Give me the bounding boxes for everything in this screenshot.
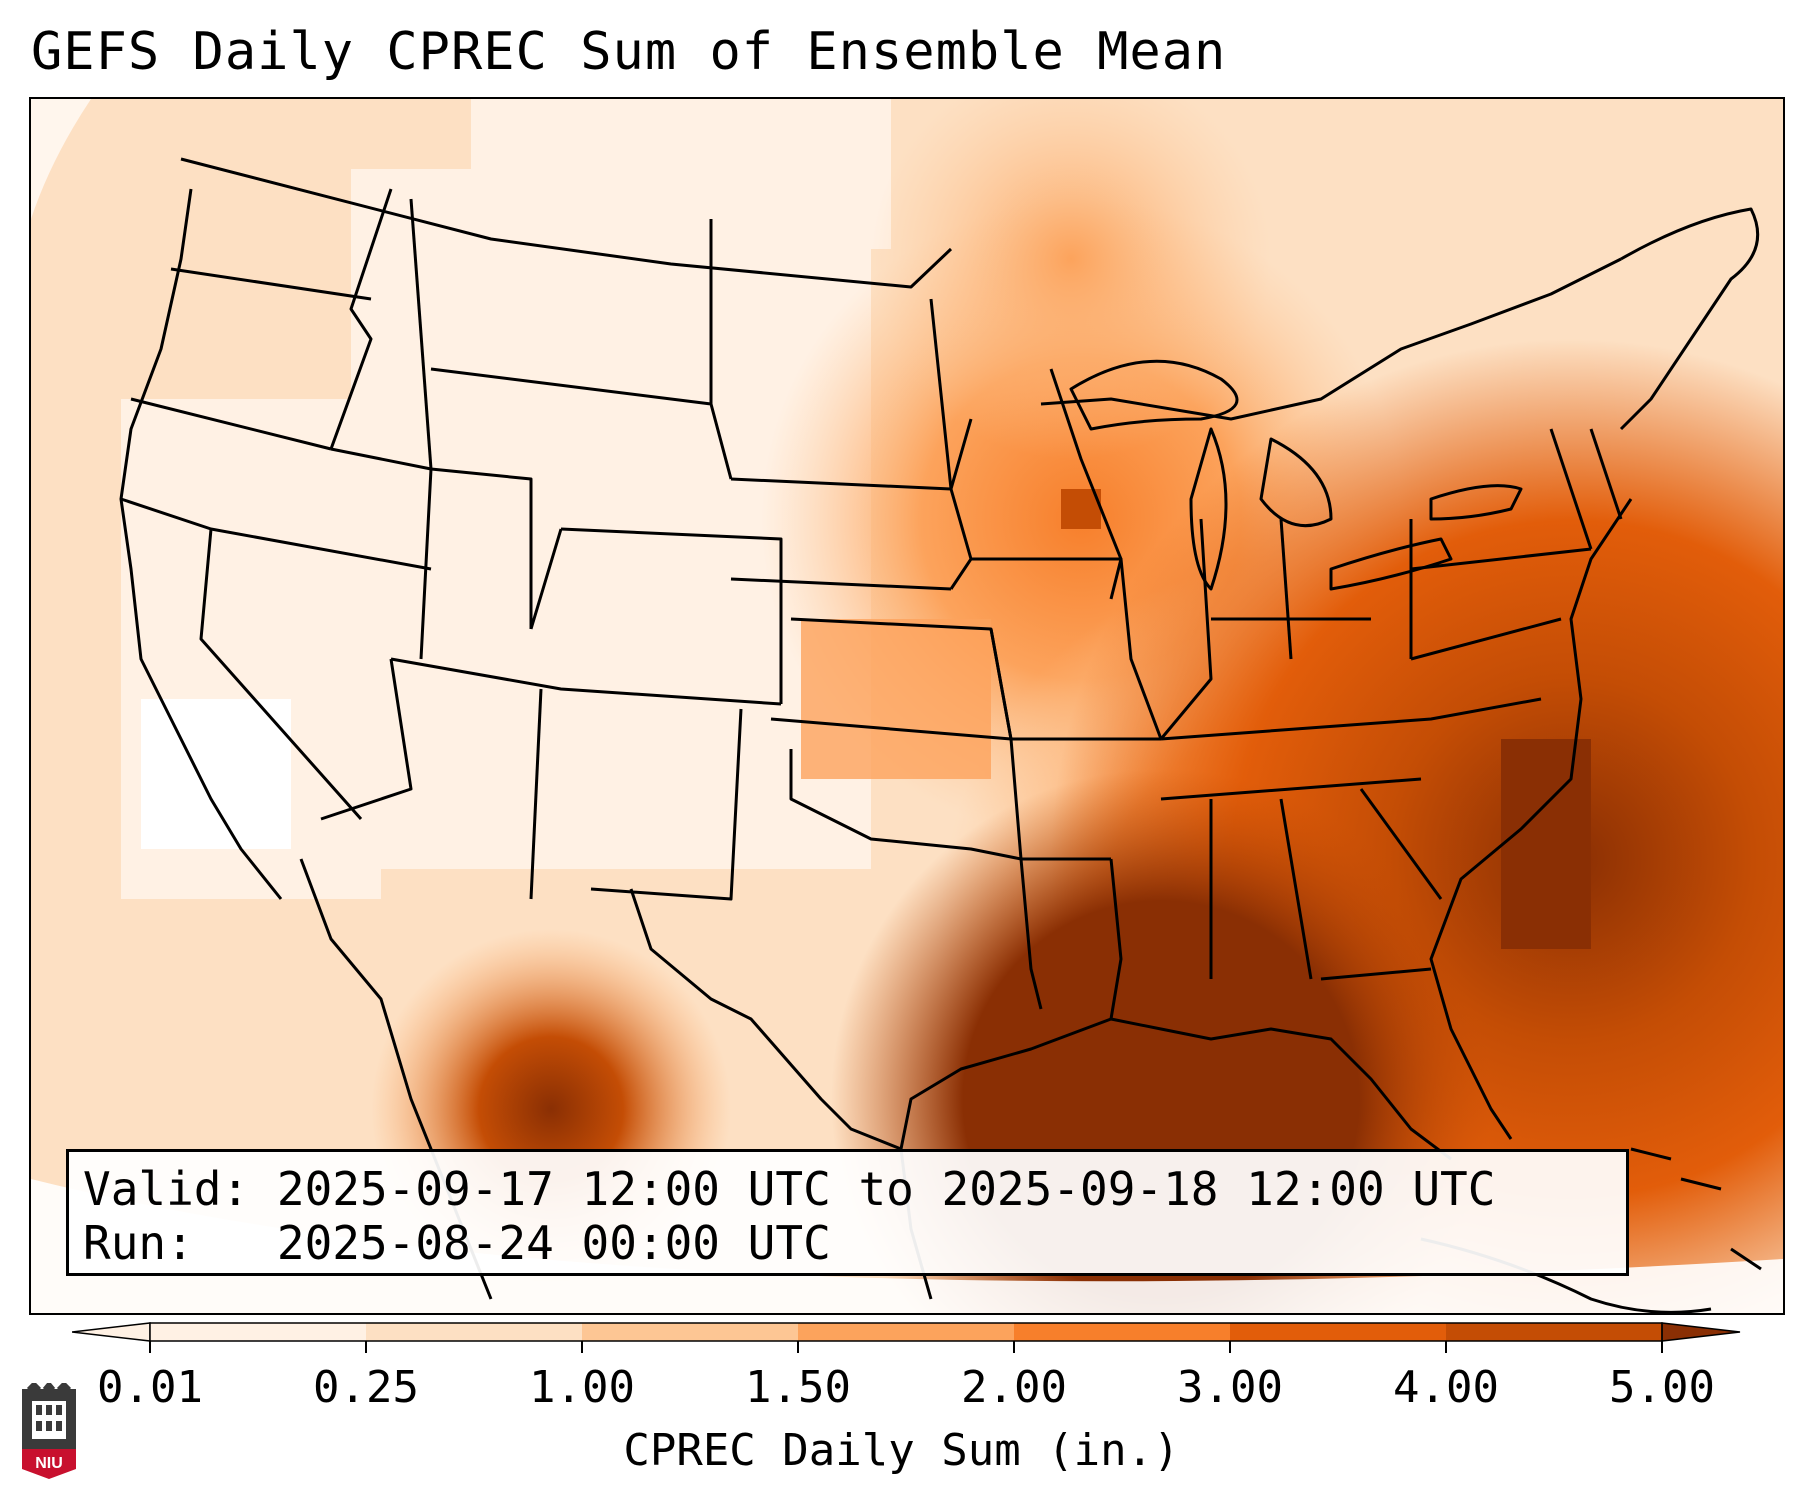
colorbar-title: CPREC Daily Sum (in.) [623, 1425, 1180, 1476]
colorbar-tick-label: 0.01 [97, 1362, 203, 1413]
colorbar-tick-label: 1.00 [529, 1362, 635, 1413]
logo-text: NIU [35, 1455, 63, 1472]
colorbar-outline [149, 1322, 1663, 1342]
colorbar-tick-label: 0.25 [313, 1362, 419, 1413]
precip-kansas [801, 619, 991, 779]
colorbar-extend-high [1661, 1322, 1741, 1342]
niu-seal-icon: NIU [22, 1383, 76, 1479]
map-panel [29, 97, 1785, 1315]
colorbar-tick-label: 4.00 [1393, 1362, 1499, 1413]
run-label: Run: [83, 1216, 194, 1270]
valid-label: Valid: [83, 1162, 250, 1216]
valid-info-box: Valid: 2025-09-17 12:00 UTC to 2025-09-1… [66, 1149, 1629, 1276]
colorbar-segment [1446, 1323, 1663, 1341]
colorbar-tick-label: 2.00 [961, 1362, 1067, 1413]
colorbar-extend-low [72, 1322, 151, 1342]
run-row: Run: 2025-08-24 00:00 UTC [83, 1216, 1612, 1270]
precip-atlantic-max [1501, 739, 1591, 949]
colorbar-segment [150, 1323, 367, 1341]
precip-map [31, 99, 1783, 1313]
colorbar-segment [1230, 1323, 1447, 1341]
run-value: 2025-08-24 00:00 UTC [276, 1216, 831, 1270]
valid-row: Valid: 2025-09-17 12:00 UTC to 2025-09-1… [83, 1162, 1612, 1216]
colorbar-segment [582, 1323, 799, 1341]
colorbar-segment [1014, 1323, 1231, 1341]
colorbar [72, 1322, 1741, 1353]
colorbar-tick-label: 3.00 [1177, 1362, 1283, 1413]
colorbar-tick-label: 5.00 [1609, 1362, 1715, 1413]
domain-edge [31, 1179, 1783, 1313]
colorbar-tick-label: 1.50 [745, 1362, 851, 1413]
colorbar-segment [798, 1323, 1015, 1341]
chart-title: GEFS Daily CPREC Sum of Ensemble Mean [31, 22, 1227, 82]
valid-value: 2025-09-17 12:00 UTC to 2025-09-18 12:00… [276, 1162, 1496, 1216]
colorbar-segment [366, 1323, 583, 1341]
